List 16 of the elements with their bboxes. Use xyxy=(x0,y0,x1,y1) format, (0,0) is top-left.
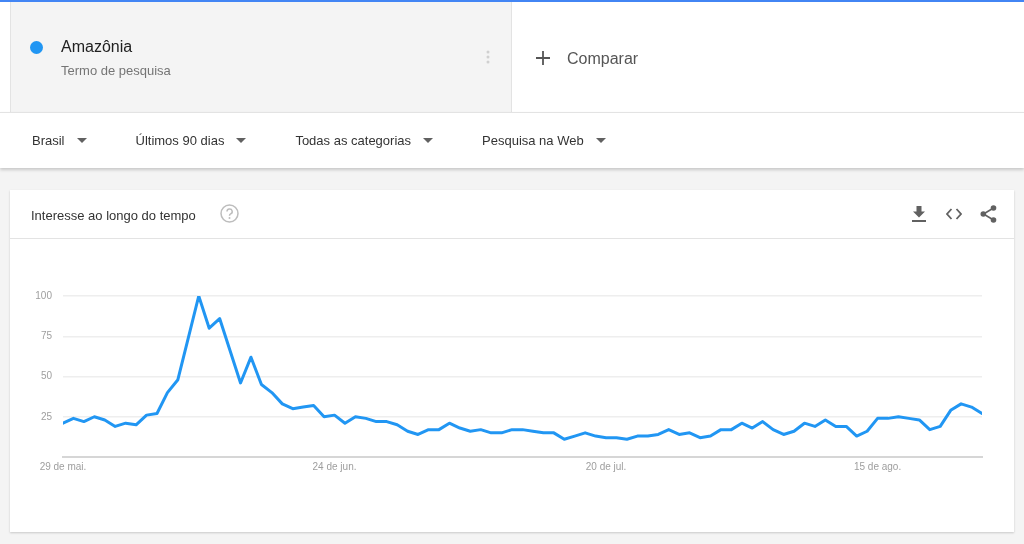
x-tick-label: 24 de jun. xyxy=(312,460,357,472)
y-tick-label: 50 xyxy=(40,370,53,382)
text: Todas as categorias xyxy=(295,132,412,149)
chart-title: Interesse ao longo do tempo xyxy=(31,208,196,223)
y-tick-label: 100 xyxy=(35,289,53,301)
x-tick-label: 20 de jul. xyxy=(585,460,627,472)
x-tick-label: 29 de mai. xyxy=(39,460,87,472)
text: Brasil xyxy=(32,132,65,149)
y-tick-label: 25 xyxy=(40,410,53,422)
legend-label: Amazônia xyxy=(61,37,133,57)
y-tick-label: 75 xyxy=(40,330,53,341)
x-tick-label: 15 de ago. xyxy=(853,460,902,472)
text: Termo de pesquisa xyxy=(61,63,171,78)
text: Últimos 90 dias xyxy=(135,132,225,149)
text: Comparar xyxy=(567,50,639,67)
text: Pesquisa na Web xyxy=(482,132,584,149)
